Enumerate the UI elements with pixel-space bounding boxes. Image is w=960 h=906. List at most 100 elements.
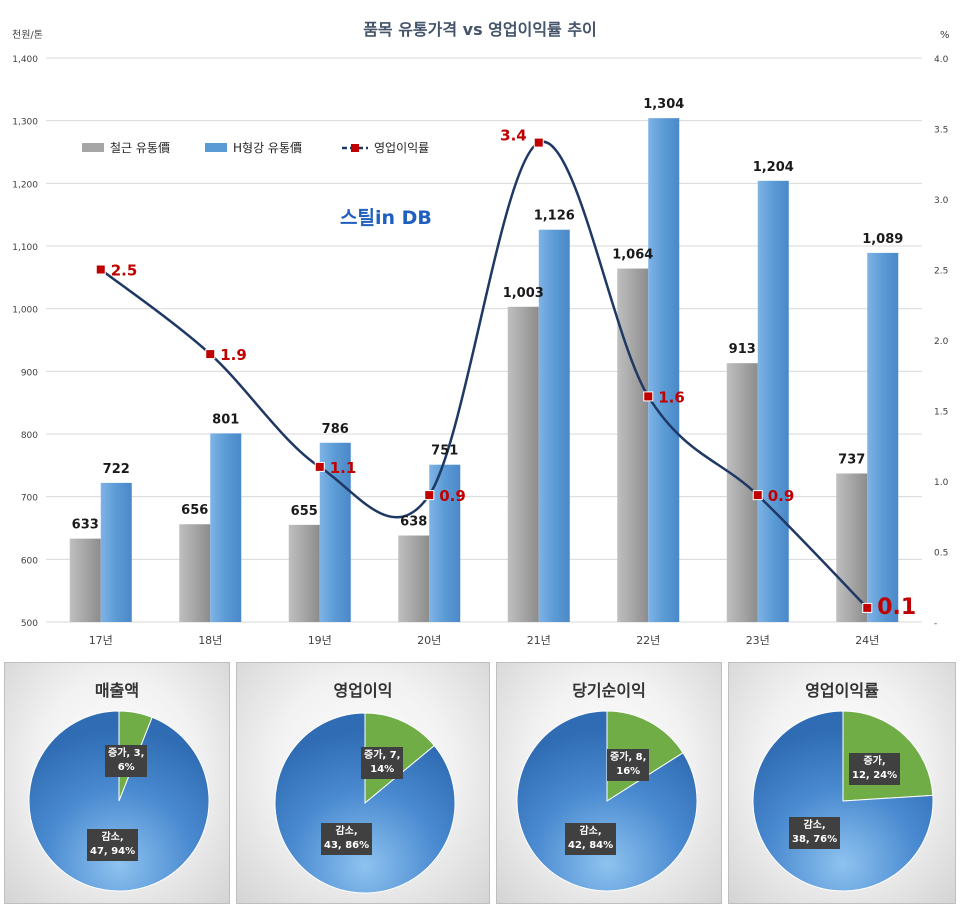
category-label: 21년	[527, 634, 551, 647]
left-axis-unit: 천원/톤	[12, 29, 43, 41]
bar-label-hbeam: 1,089	[862, 232, 903, 247]
bar-hbeam	[867, 252, 899, 623]
left-tick-label: 1,400	[12, 55, 38, 65]
bar-label-hbeam: 722	[103, 462, 130, 477]
category-label: 19년	[308, 634, 332, 647]
left-tick-label: 500	[21, 619, 38, 629]
right-tick-label: 1.5	[934, 408, 948, 418]
pie-panel-operating-profit: 영업이익 증가, 7, 14% 감소, 43, 86%	[236, 662, 490, 904]
bar-rebar	[288, 524, 320, 622]
margin-line-path	[99, 140, 869, 609]
pie-operating-profit	[274, 712, 456, 894]
pie-label-op-decrease: 감소, 43, 86%	[321, 823, 373, 855]
pie-slice-decrease	[274, 712, 456, 894]
bar-rebar	[179, 524, 211, 622]
bar-hbeam	[538, 229, 570, 622]
left-tick-label: 1,200	[12, 180, 38, 190]
category-label: 23년	[746, 634, 770, 647]
margin-value-label: 3.4	[500, 127, 527, 145]
bar-hbeam	[757, 180, 789, 622]
right-tick-label: 3.5	[934, 126, 948, 136]
margin-marker	[643, 391, 654, 402]
margin-marker	[205, 349, 216, 360]
margin-value-label: 1.6	[658, 388, 685, 406]
bar-label-rebar: 737	[838, 452, 865, 467]
left-tick-label: 1,000	[12, 306, 38, 316]
bar-label-rebar: 1,064	[612, 248, 653, 263]
bar-label-rebar: 633	[72, 518, 99, 533]
profit-margin-line	[95, 137, 873, 613]
bar-hbeam	[648, 118, 680, 622]
steelin-db-logo: 스틸in DB	[340, 207, 432, 229]
pie-label-sales-increase: 증가, 3, 6%	[105, 745, 148, 777]
right-tick-label: 2.5	[934, 267, 948, 277]
category-labels: 17년 18년 19년 20년 21년 22년 23년 24년	[89, 634, 880, 647]
margin-marker	[314, 461, 325, 472]
margin-value-label: 1.1	[330, 459, 357, 477]
pie-slice-decrease	[516, 710, 698, 892]
legend-swatch-margin-marker	[351, 144, 359, 152]
bar-label-hbeam: 1,204	[753, 160, 794, 175]
bar-label-hbeam: 1,126	[534, 209, 575, 224]
bar-label-rebar: 913	[729, 342, 756, 357]
right-tick-label: 3.0	[934, 196, 949, 206]
bar-label-hbeam: 786	[322, 422, 349, 437]
right-tick-label: 1.0	[934, 478, 949, 488]
main-combo-chart: 품목 유통가격 vs 영업이익률 추이 천원/톤 % 500 600 700 800 9…	[0, 0, 960, 658]
right-tick-label: 0.5	[934, 549, 948, 559]
legend-label-hbeam: H형강 유통價	[233, 141, 302, 155]
bar-rebar	[836, 473, 868, 622]
margin-value-label: 0.9	[768, 487, 795, 505]
pie-title-sales: 매출액	[94, 681, 140, 700]
right-tick-label: 4.0	[934, 55, 949, 65]
bar-label-rebar: 656	[181, 503, 208, 518]
bar-label-rebar: 655	[291, 504, 318, 519]
pie-panel-sales: 매출액 증가, 3, 6% 감소, 47, 94%	[4, 662, 230, 904]
bar-label-hbeam: 1,304	[643, 97, 684, 112]
bar-value-labels: 633 656 655 638 1,003 1,064 913 737 722 801 786 751…	[72, 97, 904, 532]
pie-title-operating-margin: 영업이익률	[805, 681, 879, 700]
bar-rebar	[726, 363, 758, 622]
bar-label-rebar: 638	[400, 515, 427, 530]
pie-title-net-income: 당기순이익	[572, 681, 646, 700]
left-tick-label: 1,300	[12, 118, 38, 128]
bar-hbeam	[429, 464, 461, 622]
pie-label-net-increase: 증가, 8, 16%	[607, 749, 650, 781]
bar-rebar	[398, 535, 430, 622]
bar-label-hbeam: 801	[212, 412, 239, 427]
legend: 철근 유통價 H형강 유통價 영업이익률	[82, 141, 429, 155]
bar-rebar	[507, 306, 539, 622]
left-axis-ticks: 500 600 700 800 900 1,000 1,100 1,200 1,300 1,400	[12, 55, 38, 629]
pie-operating-margin	[752, 710, 934, 892]
margin-marker	[424, 490, 435, 501]
pie-panel-operating-margin: 영업이익률 증가, 12, 24% 감소, 38, 76%	[728, 662, 956, 904]
right-axis-ticks: - 0.5 1.0 1.5 2.0 2.5 3.0 3.5 4.0	[934, 55, 949, 629]
pie-slice-decrease	[28, 710, 210, 892]
category-label: 24년	[855, 634, 879, 647]
logo-text: 스틸in DB	[340, 207, 432, 229]
bar-rebar	[617, 268, 649, 622]
pie-label-net-decrease: 감소, 42, 84%	[565, 823, 617, 855]
margin-marker	[95, 264, 106, 275]
margin-value-label: 1.9	[220, 346, 247, 364]
chart-background	[0, 0, 960, 658]
bar-label-hbeam: 751	[431, 444, 458, 459]
legend-label-margin: 영업이익률	[374, 141, 429, 155]
bars	[69, 118, 899, 623]
pie-label-sales-decrease: 감소, 47, 94%	[87, 829, 139, 861]
margin-marker	[533, 137, 544, 148]
pie-label-op-increase: 증가, 7, 14%	[361, 747, 404, 779]
left-tick-label: 900	[21, 368, 38, 378]
margin-value-label: 2.5	[111, 262, 138, 280]
pie-sales	[28, 710, 210, 892]
left-tick-label: 800	[21, 431, 38, 441]
pie-net-income	[516, 710, 698, 892]
margin-marker	[862, 602, 873, 613]
legend-swatch-hbeam	[205, 143, 227, 152]
category-label: 17년	[89, 634, 113, 647]
legend-swatch-rebar	[82, 143, 104, 152]
bar-hbeam	[210, 433, 242, 622]
category-label: 20년	[417, 634, 441, 647]
line-value-labels: 2.5 1.9 1.1 0.9 3.4 1.6 0.9 0.1	[111, 127, 916, 620]
category-label: 18년	[198, 634, 222, 647]
